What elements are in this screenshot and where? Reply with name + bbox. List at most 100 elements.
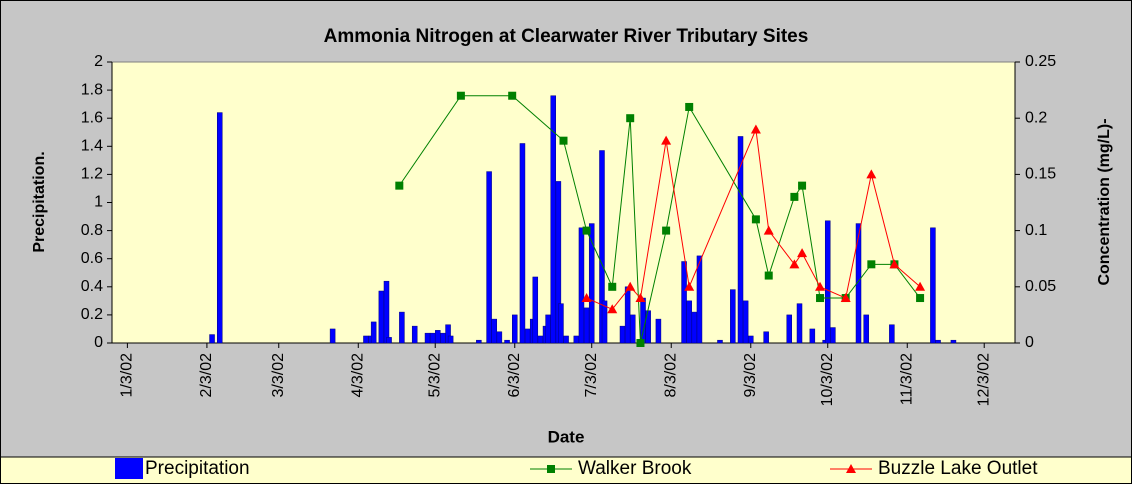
data-point <box>636 339 645 347</box>
data-point <box>866 169 877 179</box>
x-tick-label: 4/3/02 <box>349 353 366 398</box>
bar <box>435 330 441 344</box>
data-point <box>763 225 774 235</box>
y2-tick-label: 0 <box>1025 334 1034 351</box>
bar <box>786 314 792 344</box>
bar <box>429 332 436 344</box>
bar <box>809 328 816 344</box>
bar <box>209 334 215 344</box>
bar <box>686 300 692 344</box>
legend-label: Precipitation <box>145 458 250 479</box>
x-tick-label: 3/3/02 <box>270 353 287 398</box>
bar <box>796 303 803 344</box>
bar <box>563 335 569 344</box>
bar <box>824 220 831 344</box>
bar <box>748 335 754 344</box>
data-point <box>395 181 404 190</box>
data-point <box>751 215 760 224</box>
bar <box>830 327 836 344</box>
x-tick-label: 10/3/02 <box>819 353 836 406</box>
bar <box>730 289 736 344</box>
y-tick-label: 1.8 <box>81 81 103 98</box>
legend-marker <box>846 464 856 473</box>
bar <box>537 335 544 344</box>
x-tick-label: 11/3/02 <box>898 353 915 405</box>
data-point <box>816 294 825 303</box>
data-point <box>840 293 851 303</box>
bar <box>578 227 585 344</box>
bar <box>524 328 531 344</box>
bar <box>447 335 454 344</box>
bar <box>681 261 687 344</box>
data-point <box>456 91 465 100</box>
data-point <box>608 282 617 291</box>
bar <box>386 337 392 344</box>
y2-tick-label: 0.25 <box>1025 53 1056 70</box>
y-tick-label: 1.2 <box>81 166 103 183</box>
bar <box>424 332 431 344</box>
x-tick-label: 1/3/02 <box>119 353 136 398</box>
y-tick-label: 0.8 <box>81 222 103 239</box>
data-point <box>635 293 646 303</box>
bar <box>558 303 564 344</box>
data-point <box>559 136 568 145</box>
bar <box>763 331 769 344</box>
legend-box <box>0 456 1132 484</box>
data-point <box>889 259 900 269</box>
bar <box>504 339 510 344</box>
bar <box>476 339 482 344</box>
bar <box>370 321 377 344</box>
bar <box>329 328 336 344</box>
bar <box>411 325 418 344</box>
x-tick-label: 2/3/02 <box>198 353 215 398</box>
y-axis-title: Precipitation. <box>31 151 48 252</box>
data-point <box>662 226 671 235</box>
bar <box>532 276 539 344</box>
data-point <box>764 271 773 280</box>
data-point <box>915 281 926 291</box>
legend-label: Buzzle Lake Outlet <box>878 458 1038 479</box>
bar <box>583 307 590 344</box>
y-tick-label: 0.2 <box>81 306 103 323</box>
bar <box>399 311 405 344</box>
y2-tick-label: 0.05 <box>1025 278 1056 295</box>
bar <box>889 324 895 344</box>
bar <box>545 314 551 344</box>
y-tick-label: 1 <box>94 194 103 211</box>
bar <box>696 255 703 344</box>
data-point <box>867 260 876 269</box>
x-tick-label: 12/3/02 <box>975 353 992 406</box>
bar <box>855 223 862 344</box>
legend-label: Walker Brook <box>578 458 692 479</box>
data-point <box>797 248 808 258</box>
data-point <box>798 181 807 190</box>
bar <box>655 318 662 344</box>
x-tick-label: 6/3/02 <box>506 353 523 398</box>
bar <box>737 136 744 344</box>
data-point <box>685 102 694 111</box>
y2-tick-label: 0.1 <box>1025 222 1047 239</box>
bar <box>935 339 941 344</box>
bar <box>440 332 446 344</box>
y-tick-label: 1.4 <box>81 138 103 155</box>
data-point <box>684 281 695 291</box>
bar <box>691 311 698 344</box>
data-point <box>815 281 826 291</box>
bar <box>486 171 492 344</box>
y-tick-label: 2 <box>94 53 103 70</box>
bar <box>383 280 390 344</box>
data-point <box>582 226 591 235</box>
data-point <box>916 294 925 303</box>
bar <box>363 335 369 344</box>
x-axis-title: Date <box>548 427 585 446</box>
bar <box>630 314 636 344</box>
bar <box>624 286 631 344</box>
bar <box>640 297 646 344</box>
y2-axis-title: Concentration (mg/L)- <box>1096 118 1113 285</box>
bar <box>573 335 580 344</box>
bar <box>717 339 723 344</box>
bar <box>930 227 936 344</box>
x-tick-label: 7/3/02 <box>583 353 600 398</box>
legend-marker <box>547 465 555 473</box>
bar <box>496 331 503 344</box>
